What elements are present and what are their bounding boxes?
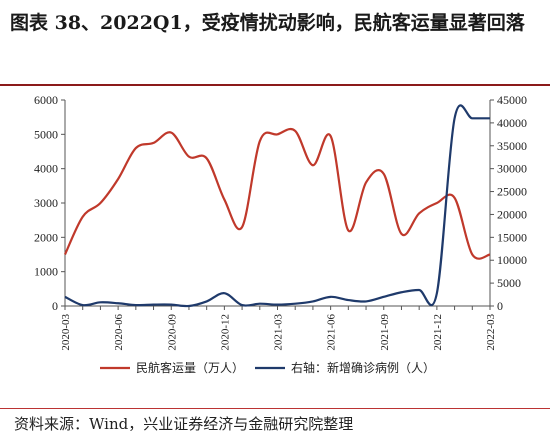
x-tick-label: 2021-03 [273,314,285,351]
legend-label: 民航客运量（万人） [136,360,244,375]
right-tick-label: 25000 [497,185,527,199]
source-note: 资料来源：Wind，兴业证券经济与金融研究院整理 [14,415,354,433]
legend-label: 右轴：新增确诊病例（人） [291,360,435,375]
right-tick-label: 0 [497,299,503,313]
right-tick-label: 10000 [497,253,527,267]
axes: 0 1000 2000 3000 4000 5000 6000 0 5000 10000 15000… [34,93,527,351]
x-tick-label: 2021-12 [432,314,444,351]
title-divider [0,84,550,86]
x-tick-label: 2022-03 [485,314,497,351]
left-tick-label: 5000 [34,127,58,141]
right-tick-label: 45000 [497,93,527,107]
chart-area: 0 1000 2000 3000 4000 5000 6000 0 5000 10000 15000… [34,93,527,375]
right-tick-label: 40000 [497,116,527,130]
x-tick-label: 2020-03 [60,314,72,351]
left-tick-label: 2000 [34,230,58,244]
passenger-volume-line [64,127,491,260]
x-tick-label: 2021-06 [326,314,338,351]
x-tick-label: 2020-09 [166,314,178,351]
right-tick-label: 20000 [497,207,527,221]
left-tick-label: 1000 [34,265,58,279]
right-tick-label: 5000 [497,276,521,290]
right-tick-label: 15000 [497,230,527,244]
left-tick-label: 4000 [34,162,58,176]
series-layer [64,104,491,308]
right-tick-label: 35000 [497,139,527,153]
left-tick-label: 0 [52,299,58,313]
x-tick-label: 2020-06 [113,314,125,351]
x-tick-label: 2021-09 [379,314,391,351]
right-tick-label: 30000 [497,162,527,176]
source-divider [0,408,550,409]
legend: 民航客运量（万人） 右轴：新增确诊病例（人） [100,360,435,375]
left-tick-label: 6000 [34,93,58,107]
left-tick-label: 3000 [34,196,58,210]
x-tick-label: 2020-12 [219,314,231,351]
chart-title: 图表 38、2022Q1，受疫情扰动影响，民航客运量显著回落 [10,12,525,34]
new-cases-line [64,104,490,308]
